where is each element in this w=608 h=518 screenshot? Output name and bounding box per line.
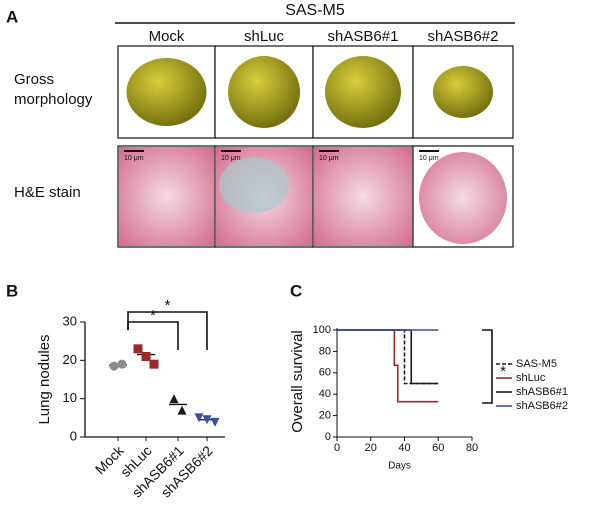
x-axis-label: Days xyxy=(388,461,411,472)
x-tick-label: 60 xyxy=(432,442,444,454)
x-tick-label: 20 xyxy=(365,442,377,454)
y-tick-label: 100 xyxy=(313,324,331,336)
he-stain-region xyxy=(219,157,289,213)
panel-label: A xyxy=(6,7,18,26)
data-point xyxy=(149,359,159,369)
data-point xyxy=(109,361,119,371)
survival-curve xyxy=(337,329,439,385)
x-tick-label: 0 xyxy=(334,442,340,454)
row-label: Gross morphology xyxy=(14,71,93,108)
y-tick-label: 30 xyxy=(63,313,77,328)
column-label: shASB6#1 xyxy=(328,28,399,45)
row-label: H&E stain xyxy=(14,184,81,201)
he-image xyxy=(419,152,507,244)
scale-bar-label: 10 μm xyxy=(221,155,241,162)
y-tick-label: 80 xyxy=(319,345,331,357)
scale-bar-label: 10 μm xyxy=(319,155,339,162)
y-tick-label: 0 xyxy=(70,428,77,443)
significance-label: * xyxy=(165,297,171,314)
data-point xyxy=(194,413,204,423)
scale-bar-label: 10 μm xyxy=(124,155,144,162)
y-axis-label: Overall survival xyxy=(289,330,306,433)
panel-label: B xyxy=(6,281,18,300)
legend-label: SAS-M5 xyxy=(516,358,557,370)
he-image xyxy=(314,147,412,246)
lung-image xyxy=(228,56,300,128)
significance-label: * xyxy=(500,363,506,380)
data-point xyxy=(133,344,143,354)
significance-label: * xyxy=(150,307,156,324)
lung-image xyxy=(325,56,401,128)
y-tick-label: 60 xyxy=(319,367,331,379)
significance-bracket xyxy=(127,311,208,350)
data-point xyxy=(177,405,187,415)
x-tick-label: 80 xyxy=(466,442,478,454)
y-axis-label: Lung nodules xyxy=(36,334,53,424)
y-tick-label: 20 xyxy=(63,352,77,367)
data-point xyxy=(141,352,151,361)
lung-image xyxy=(433,66,493,118)
data-point xyxy=(117,359,127,369)
column-label: shLuc xyxy=(244,28,285,45)
y-tick-label: 10 xyxy=(63,390,77,405)
column-label: Mock xyxy=(149,28,185,45)
scale-bar-label: 10 μm xyxy=(419,155,439,162)
survival-curve xyxy=(337,329,439,403)
significance-bracket xyxy=(482,329,493,404)
x-tick-label: 40 xyxy=(398,442,410,454)
group-header: SAS-M5 xyxy=(285,2,345,19)
legend-label: shASB6#2 xyxy=(516,400,568,412)
lung-image xyxy=(126,58,207,126)
data-point xyxy=(210,417,220,427)
he-image xyxy=(119,147,214,246)
y-tick-label: 20 xyxy=(319,410,331,422)
data-point xyxy=(169,394,179,404)
legend-label: shASB6#1 xyxy=(516,386,568,398)
data-point xyxy=(202,415,212,425)
survival-curve xyxy=(337,329,439,385)
y-tick-label: 0 xyxy=(325,431,331,443)
legend-label: shLuc xyxy=(516,372,546,384)
panel-label: C xyxy=(290,281,302,300)
y-tick-label: 40 xyxy=(319,388,331,400)
column-label: shASB6#2 xyxy=(428,28,499,45)
